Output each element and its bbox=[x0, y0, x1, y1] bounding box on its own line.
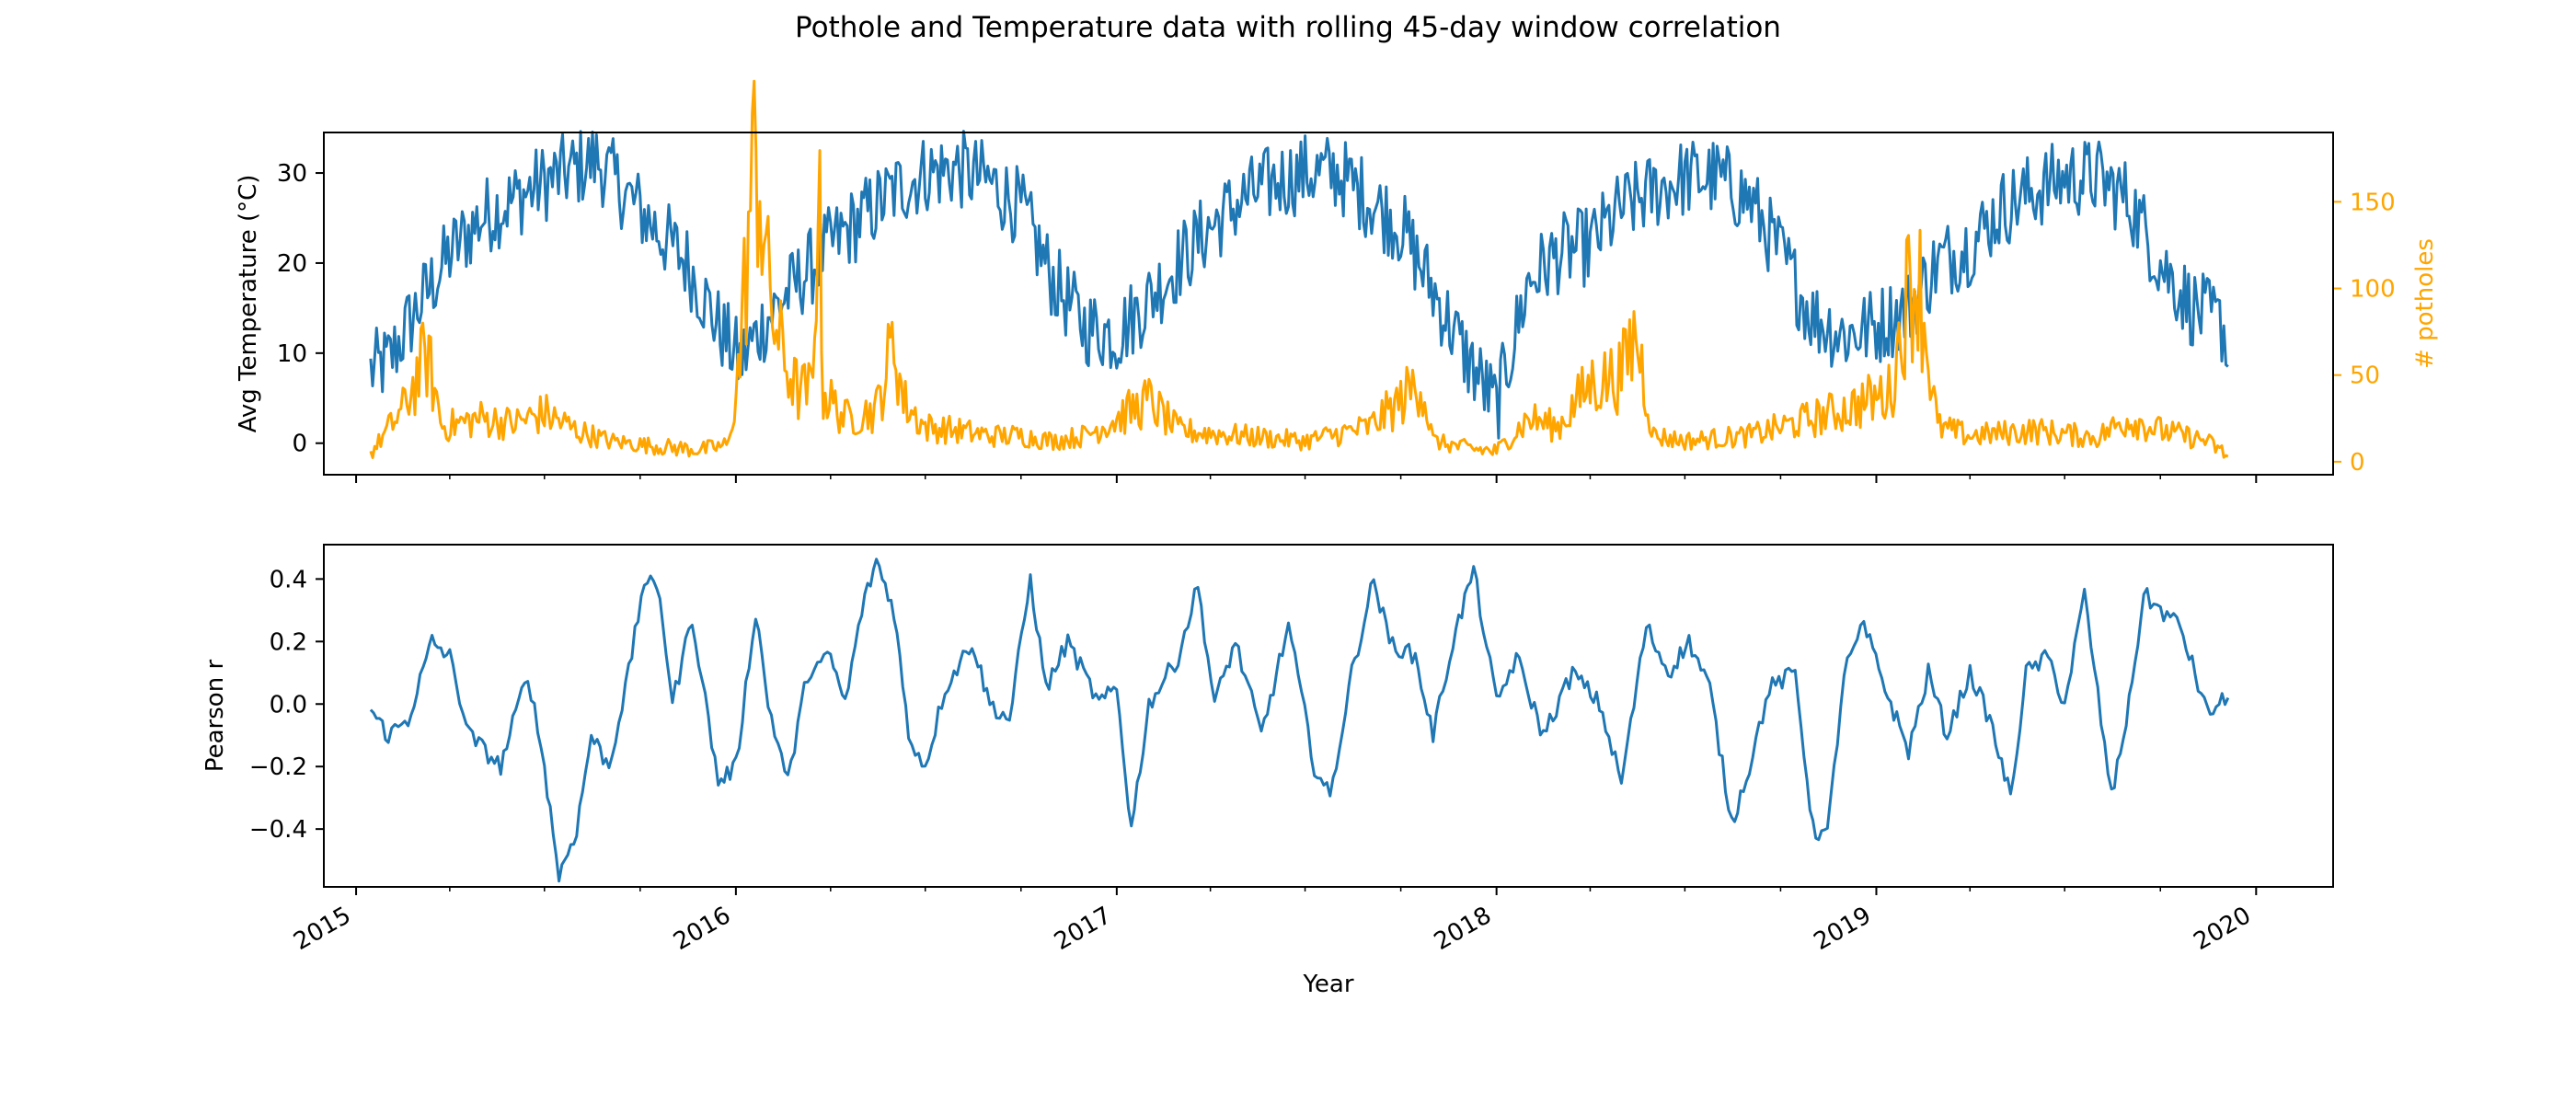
bottom-x-axis-label: Year bbox=[1302, 971, 1353, 998]
bottom-y-tick-label: −0.4 bbox=[249, 816, 307, 844]
top-left-tick-group: 0 10 20 30 bbox=[277, 160, 324, 458]
top-y-axis-label: Avg Temperature (°C) bbox=[235, 175, 262, 433]
top-plot-frame bbox=[323, 132, 2334, 476]
bottom-plot-frame bbox=[323, 544, 2334, 888]
potholes-series-line bbox=[369, 79, 2229, 459]
top-y2-tick-label: 150 bbox=[2350, 189, 2396, 216]
bottom-y-tick-group: −0.4 −0.2 0.0 0.2 0.4 bbox=[249, 566, 324, 844]
top-right-tick-group: 0 50 100 150 bbox=[2333, 189, 2396, 477]
bottom-y-axis-label: Pearson r bbox=[201, 660, 229, 773]
top-y2-axis-label: # potholes bbox=[2411, 238, 2439, 369]
bottom-y-tick-label: −0.2 bbox=[249, 753, 307, 781]
figure-title: Pothole and Temperature data with rollin… bbox=[795, 11, 1781, 44]
top-y-tick-label: 10 bbox=[277, 340, 307, 368]
bottom-y-tick-label: 0.4 bbox=[270, 566, 307, 593]
top-panel: 0 10 20 30 0 50 100 150 Avg Temperature (°C) #… bbox=[235, 79, 2439, 483]
top-y2-tick-label: 100 bbox=[2350, 276, 2396, 304]
pearson-r-series-line bbox=[369, 558, 2230, 883]
top-y2-tick-label: 50 bbox=[2350, 362, 2380, 390]
top-y-tick-label: 20 bbox=[277, 250, 307, 278]
top-y-tick-label: 30 bbox=[277, 160, 307, 188]
bottom-y-tick-label: 0.2 bbox=[270, 628, 307, 656]
top-x-tick-group bbox=[355, 475, 2258, 483]
top-y2-tick-label: 0 bbox=[2350, 449, 2365, 477]
bottom-y-tick-label: 0.0 bbox=[270, 691, 307, 719]
top-y-tick-label: 0 bbox=[292, 431, 307, 458]
